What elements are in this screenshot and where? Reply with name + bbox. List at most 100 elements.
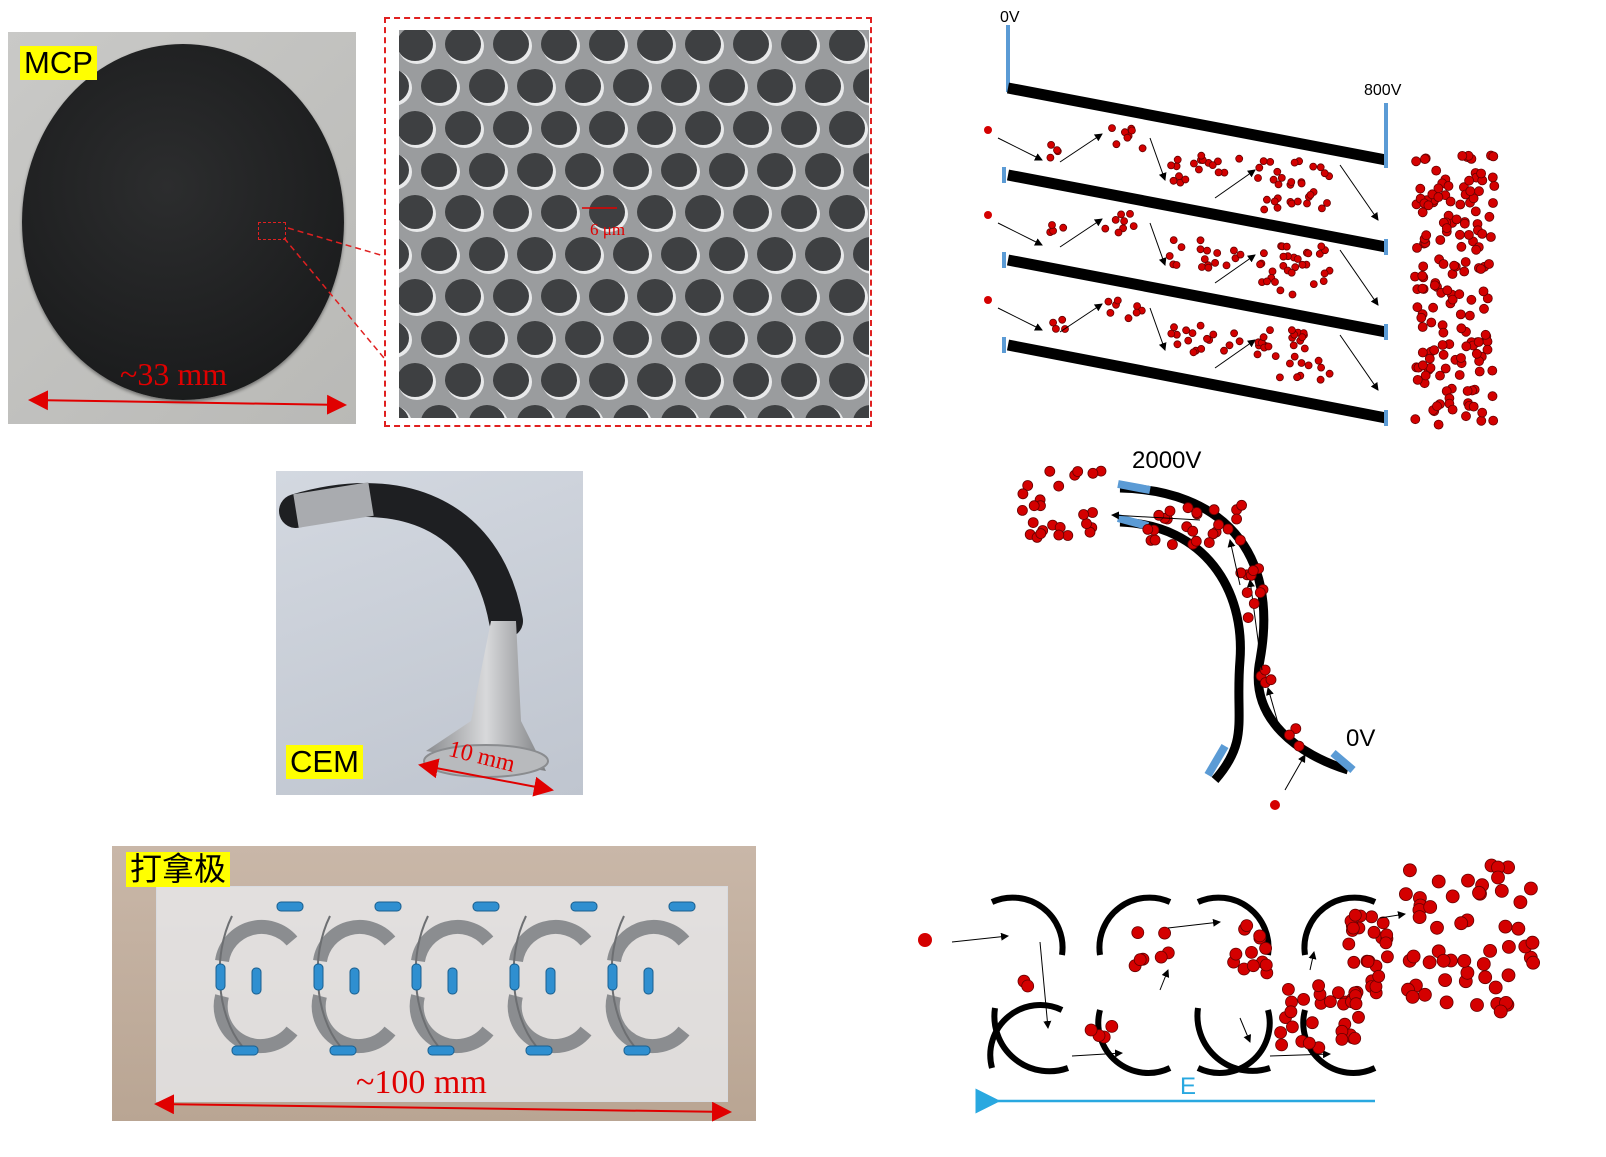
- pore: [493, 195, 529, 229]
- electron: [1472, 885, 1486, 900]
- electron: [1078, 509, 1089, 520]
- electron: [1412, 910, 1427, 924]
- electron: [1271, 278, 1279, 286]
- electron: [1462, 386, 1473, 396]
- dynode-electrode: [1196, 894, 1272, 956]
- electron: [1275, 373, 1284, 382]
- electron: [1489, 181, 1500, 191]
- dynode-plate: [311, 994, 396, 1054]
- electron: [984, 296, 992, 304]
- electron: [1277, 173, 1286, 182]
- pore: [541, 363, 577, 397]
- electron: [1473, 337, 1484, 347]
- resistor: [411, 963, 422, 991]
- electron: [1222, 523, 1234, 535]
- trajectory-arrow: [1227, 539, 1241, 586]
- pore: [757, 405, 793, 418]
- electron: [1253, 929, 1267, 943]
- electron: [1524, 881, 1538, 896]
- pore: [781, 111, 817, 145]
- electron: [1487, 391, 1498, 402]
- electron: [1268, 267, 1277, 276]
- electron: [1266, 326, 1274, 335]
- electron: [1213, 249, 1222, 257]
- electron: [1084, 1023, 1098, 1037]
- electron: [1436, 953, 1451, 968]
- pore: [399, 406, 409, 418]
- electron: [1197, 263, 1206, 271]
- electron: [1468, 401, 1479, 412]
- electron: [1203, 246, 1212, 255]
- trajectory-arrow: [1111, 511, 1201, 521]
- cem-diagram: 2000V 0V: [1016, 447, 1375, 810]
- electron: [1486, 232, 1496, 242]
- resistor: [231, 1045, 259, 1056]
- electron: [1269, 175, 1278, 184]
- electron: [1291, 263, 1300, 272]
- electron: [1372, 969, 1386, 983]
- electron: [1117, 210, 1126, 219]
- electron: [1298, 260, 1307, 269]
- electron: [1290, 158, 1299, 167]
- resistor: [251, 967, 262, 995]
- electron: [1254, 587, 1266, 599]
- electron: [1262, 195, 1271, 204]
- electron: [1430, 920, 1444, 935]
- electron: [1461, 411, 1471, 422]
- electron: [1104, 297, 1113, 306]
- resistor: [427, 1045, 455, 1056]
- electron: [1052, 324, 1060, 333]
- voltage-800v-label: 800V: [1364, 82, 1402, 99]
- electron: [1048, 221, 1056, 229]
- electron: [1172, 261, 1181, 269]
- cem-dimension-arrow: [418, 758, 554, 797]
- cem-inner-wall: [1119, 517, 1245, 783]
- electron: [1259, 333, 1268, 342]
- electron: [1417, 360, 1428, 371]
- pore: [493, 30, 529, 61]
- pore: [517, 405, 553, 418]
- electron: [1245, 946, 1258, 959]
- trajectory-arrow: [1149, 222, 1167, 266]
- electron: [1204, 263, 1213, 272]
- electron: [1439, 995, 1454, 1010]
- electron: [1044, 465, 1056, 477]
- electron: [1274, 180, 1283, 189]
- electron: [1208, 504, 1220, 516]
- electron: [1417, 270, 1428, 281]
- trajectory-arrow: [1059, 218, 1103, 248]
- electron: [1477, 407, 1488, 418]
- electron: [1432, 401, 1442, 412]
- electron: [1270, 800, 1280, 810]
- pore: [685, 30, 721, 61]
- resistor: [447, 967, 458, 995]
- electron: [1197, 344, 1206, 353]
- pore: [469, 237, 505, 271]
- electron: [1229, 947, 1243, 961]
- electron: [1476, 415, 1487, 426]
- electron: [1170, 323, 1178, 332]
- electron: [1445, 196, 1456, 207]
- pore: [781, 195, 817, 229]
- resistor: [525, 1045, 553, 1056]
- electron: [984, 211, 992, 219]
- electron: [1460, 257, 1471, 267]
- pore: [517, 153, 553, 187]
- resistor: [545, 967, 556, 995]
- pore: [709, 237, 745, 271]
- electron: [1303, 199, 1311, 208]
- pore: [781, 30, 817, 61]
- electron: [1287, 326, 1296, 335]
- electron: [1182, 502, 1194, 514]
- pore: [613, 321, 649, 355]
- trajectory-arrow: [997, 307, 1043, 331]
- electric-field-label: E: [1180, 1073, 1196, 1100]
- trajectory-arrow: [1059, 303, 1103, 333]
- pore: [757, 237, 793, 271]
- electron: [1320, 169, 1329, 178]
- pore: [469, 153, 505, 187]
- electron: [1225, 341, 1234, 350]
- electron: [1167, 161, 1176, 170]
- electron: [1412, 242, 1422, 253]
- electron: [1412, 374, 1423, 385]
